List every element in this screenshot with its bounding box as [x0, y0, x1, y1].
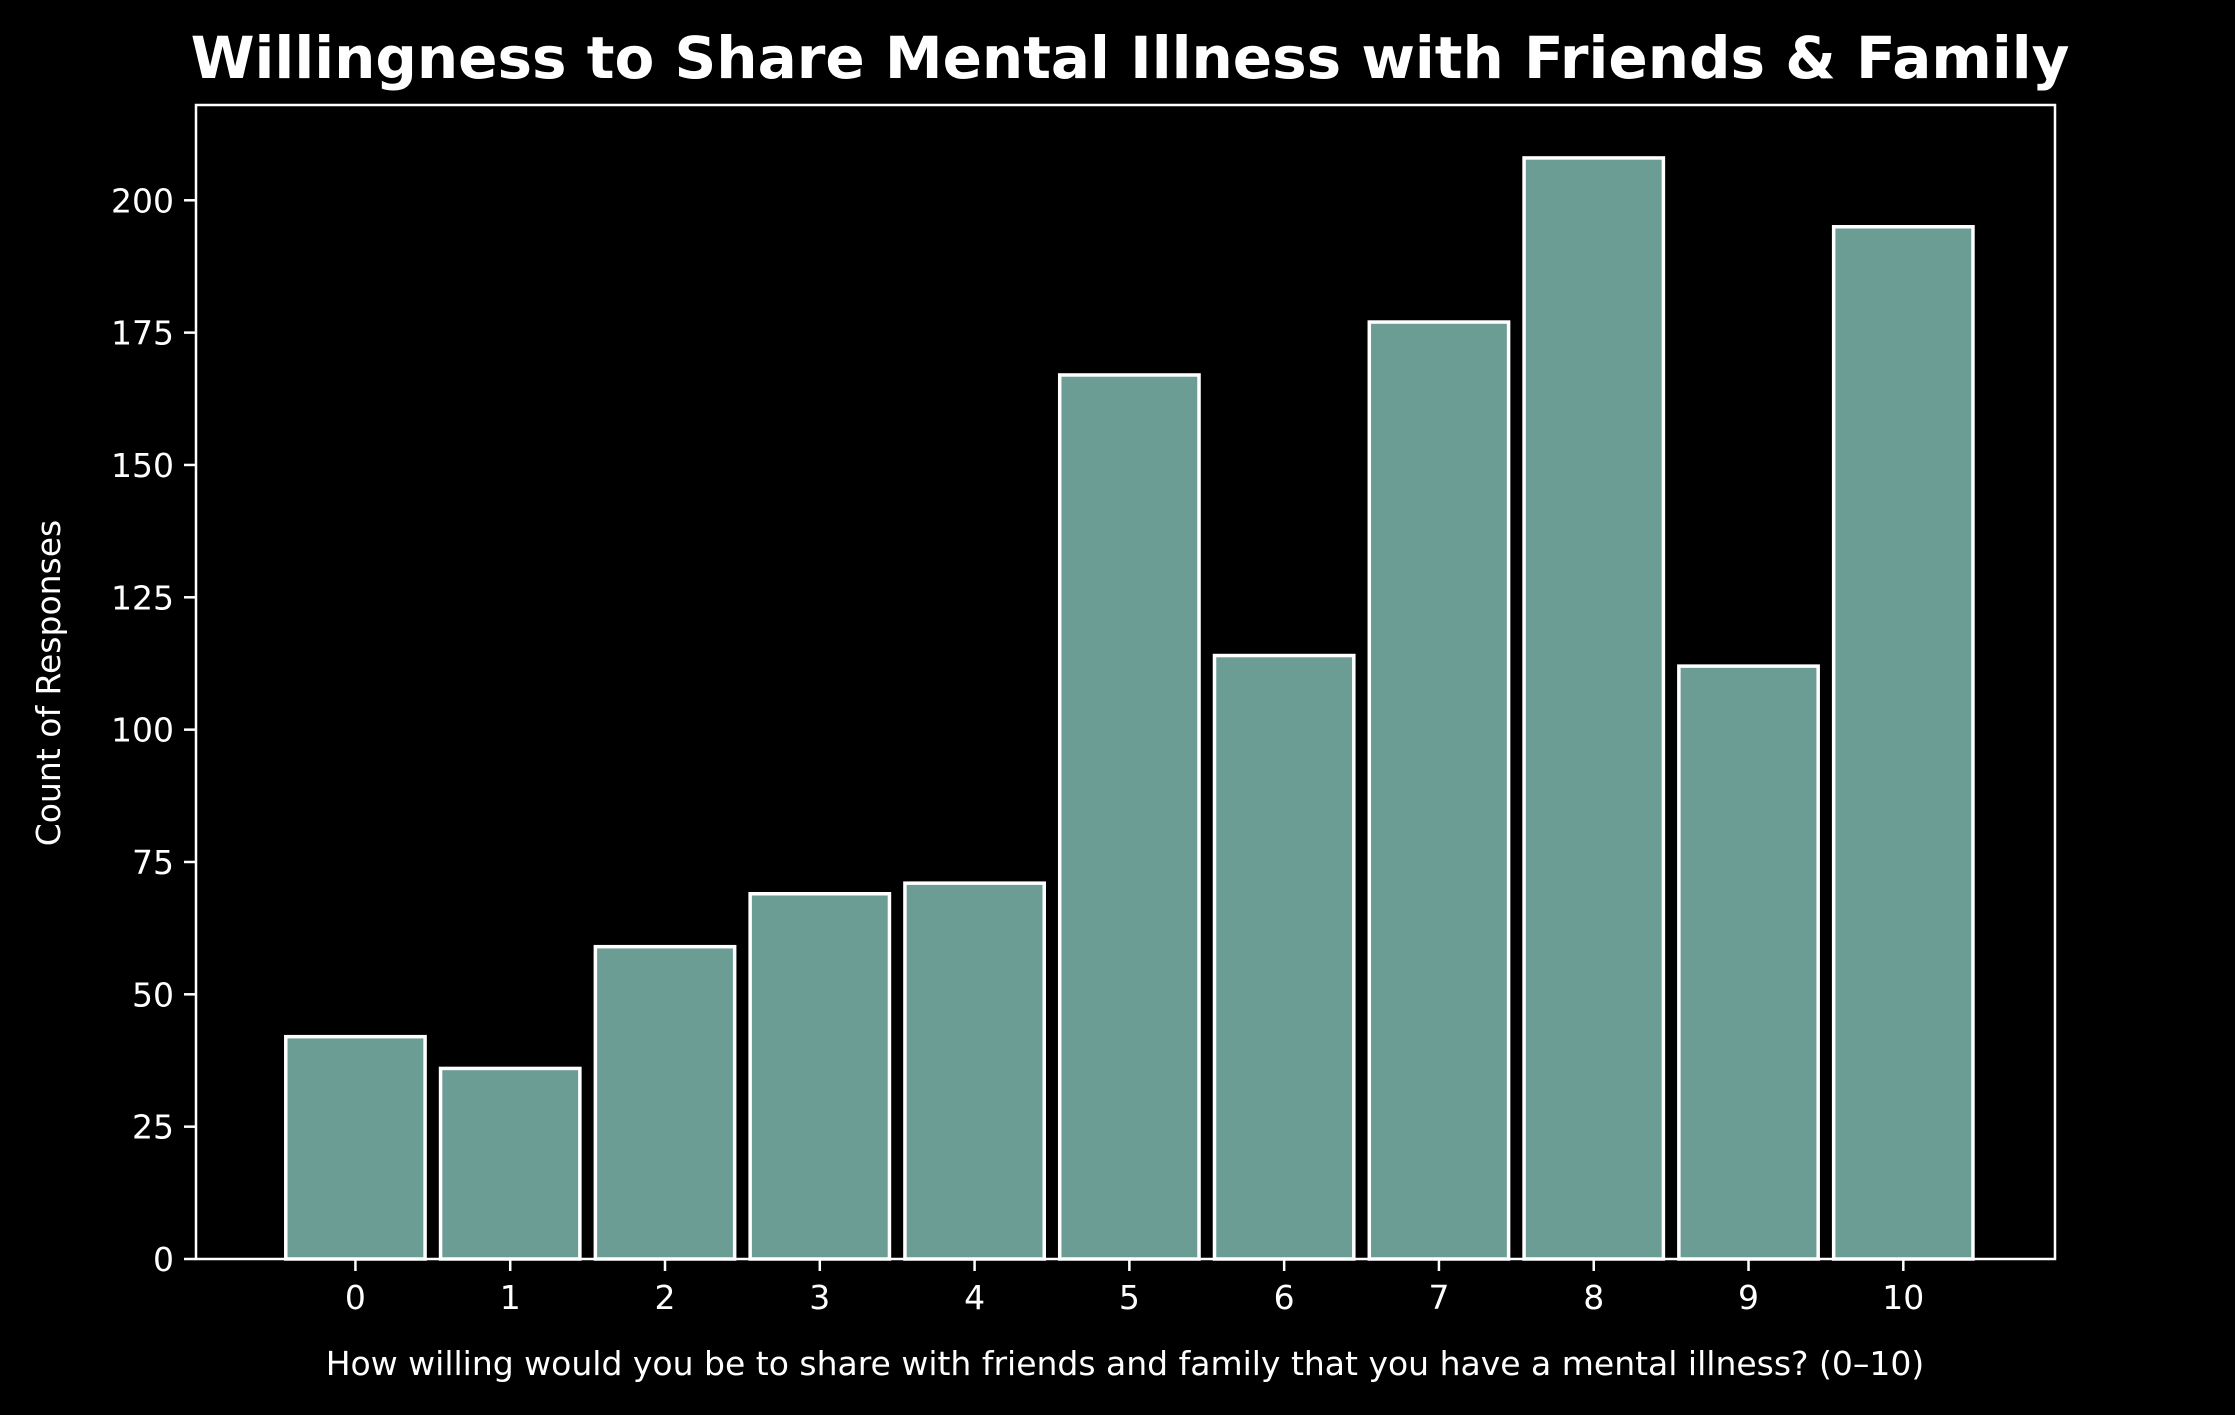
bar-7	[1367, 320, 1511, 1261]
x-tick-label: 6	[1274, 1278, 1295, 1317]
x-axis: 0 1 2 3 4 5 6 7 8 9 10	[345, 1259, 1924, 1317]
x-tick-label: 9	[1738, 1278, 1759, 1317]
x-tick-label: 10	[1882, 1278, 1924, 1317]
y-tick-label: 200	[111, 181, 174, 220]
x-tick-label: 7	[1428, 1278, 1449, 1317]
y-tick-label: 150	[111, 446, 174, 485]
bar-0	[284, 1034, 427, 1261]
plot-frame	[194, 103, 2057, 1261]
y-tick-label: 175	[111, 314, 174, 353]
x-tick-label: 1	[500, 1278, 521, 1317]
y-tick-label: 50	[132, 975, 174, 1014]
chart-title: Willingness to Share Mental Illness with…	[191, 24, 2070, 92]
bar-9	[1677, 664, 1820, 1261]
x-tick-label: 8	[1583, 1278, 1604, 1317]
x-tick-label: 2	[655, 1278, 676, 1317]
y-tick-label: 75	[132, 843, 174, 882]
x-tick-label: 3	[809, 1278, 830, 1317]
bar-1	[438, 1066, 582, 1261]
x-tick-label: 4	[964, 1278, 985, 1317]
bars-group	[284, 156, 1975, 1261]
bar-8	[1522, 156, 1666, 1261]
x-axis-label: How willing would you be to share with f…	[326, 1344, 1925, 1383]
bar-6	[1212, 653, 1356, 1261]
bar-3	[748, 891, 892, 1261]
y-axis-label: Count of Responses	[29, 520, 68, 846]
y-tick-label: 25	[132, 1108, 174, 1147]
y-tick-label: 100	[111, 711, 174, 750]
y-axis: 0 25 50 75 100 125 150 175 200	[111, 181, 196, 1279]
x-tick-label: 0	[345, 1278, 366, 1317]
y-tick-label: 125	[111, 578, 174, 617]
bar-2	[593, 944, 737, 1261]
bar-4	[903, 881, 1046, 1261]
bar-10	[1831, 225, 1975, 1261]
x-tick-label: 5	[1119, 1278, 1140, 1317]
bar-5	[1057, 373, 1201, 1261]
y-tick-label: 0	[153, 1240, 174, 1279]
